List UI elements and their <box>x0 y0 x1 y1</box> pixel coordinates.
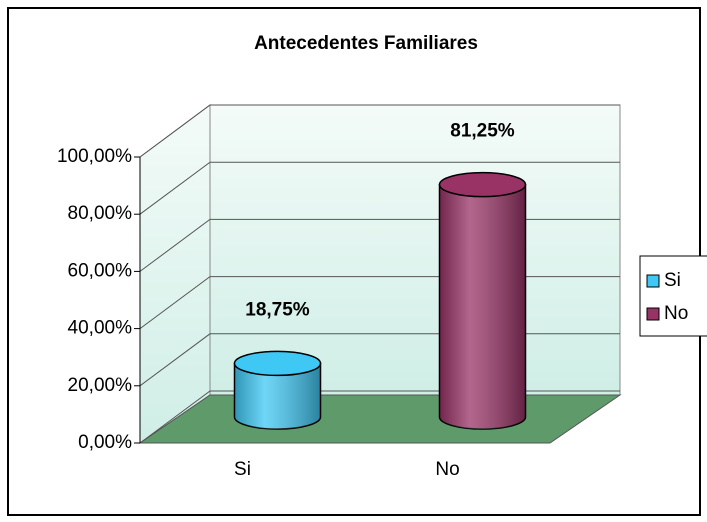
y-tick-label: 0,00% <box>78 432 132 453</box>
y-tick-label: 20,00% <box>68 375 133 396</box>
legend-swatch <box>646 274 660 288</box>
grid-line <box>139 104 620 158</box>
bar-top <box>438 171 527 198</box>
legend <box>639 255 707 337</box>
y-tick-label: 80,00% <box>68 203 133 224</box>
legend-label: Si <box>664 270 681 291</box>
chart-title: Antecedentes Familiares <box>254 33 478 54</box>
back-wall <box>209 104 621 396</box>
x-tick-label: No <box>435 459 459 480</box>
bar-top <box>233 350 322 377</box>
x-tick-label: Si <box>234 459 251 480</box>
y-tick-label: 100,00% <box>57 146 132 167</box>
legend-swatch <box>646 307 660 321</box>
grid-line <box>139 161 620 215</box>
value-label: 81,25% <box>450 121 515 142</box>
y-tick-label: 40,00% <box>68 318 133 339</box>
bar-shade <box>439 184 526 429</box>
bar-shade <box>234 363 321 429</box>
side-wall <box>139 104 211 444</box>
value-label: 18,75% <box>245 299 310 320</box>
y-tick-label: 60,00% <box>68 260 133 281</box>
floor <box>138 394 622 444</box>
legend-label: No <box>664 303 688 324</box>
